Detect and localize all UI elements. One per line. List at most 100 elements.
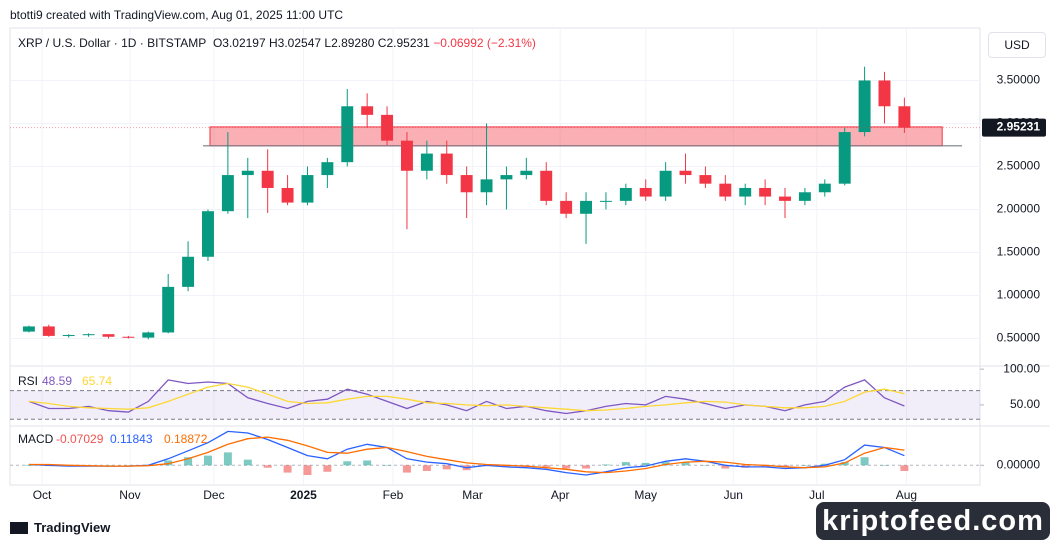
resistance-zone	[209, 126, 943, 147]
candle-body	[281, 187, 294, 203]
candle-body	[858, 80, 871, 133]
x-tick-label: Oct	[33, 488, 52, 502]
candle-body	[261, 170, 274, 188]
candle-body	[142, 332, 155, 338]
candle-body	[500, 175, 513, 180]
candle-body	[818, 183, 831, 193]
candle-body	[480, 179, 493, 193]
histogram-bar	[781, 465, 789, 467]
candle-body	[221, 175, 234, 212]
candle-body	[460, 175, 473, 193]
x-tick-label: Dec	[203, 488, 224, 502]
candle-body	[619, 187, 632, 201]
x-tick-label: Mar	[462, 488, 483, 502]
candle-body	[520, 170, 533, 176]
pane-value: -0.07029	[56, 432, 104, 446]
x-tick-label: Jul	[809, 488, 824, 502]
candle-body	[202, 211, 214, 257]
rsi-line	[28, 382, 905, 412]
candle-body	[400, 140, 413, 171]
histogram-bar	[601, 464, 610, 466]
y-tick-label: 1.50000	[997, 245, 1041, 259]
candle-body	[878, 80, 891, 107]
header: btotti9 created with TradingView.com, Au…	[10, 8, 344, 22]
x-tick-label: Jun	[724, 488, 743, 502]
histogram-bar	[502, 465, 511, 467]
y-tick-label: 0.50000	[997, 331, 1041, 345]
candle-body	[719, 183, 732, 197]
change: −0.06992 (−2.31%)	[433, 36, 536, 50]
candle-body	[699, 175, 712, 184]
y-tick-label: 1.00000	[997, 288, 1041, 302]
candle-body	[599, 200, 612, 202]
histogram-bar	[661, 462, 670, 466]
candle-body	[639, 187, 652, 197]
candle-body	[659, 170, 672, 197]
y-tick-label: 2.00000	[997, 202, 1041, 216]
histogram-bar	[363, 460, 372, 466]
histogram-bar	[880, 465, 889, 466]
candle-body	[440, 153, 453, 176]
candle-body	[102, 334, 115, 337]
footer: TradingView	[34, 520, 111, 535]
low: L2.89280	[324, 36, 375, 50]
candle-body	[82, 334, 95, 336]
pane-value: 0.11843	[110, 432, 153, 446]
close: C2.95231	[377, 36, 430, 50]
watermark: kriptofeed.com	[816, 502, 1050, 540]
candle-body	[798, 192, 811, 201]
histogram-bar	[701, 465, 710, 466]
histogram-bar	[323, 465, 332, 472]
candle-body	[759, 187, 772, 197]
candle-body	[361, 106, 374, 115]
histogram-bar	[223, 452, 232, 466]
pane-value: 48.59	[42, 374, 72, 388]
candle-body	[62, 335, 75, 337]
logo	[10, 522, 28, 534]
candle-body	[381, 114, 394, 141]
candle-body	[739, 187, 752, 197]
candle-body	[182, 256, 195, 287]
histogram-bar	[184, 457, 193, 466]
x-tick-label: Nov	[119, 488, 140, 502]
last-price-tag	[982, 118, 1046, 137]
candle-body	[321, 162, 334, 176]
histogram-bar	[860, 457, 869, 466]
x-tick-label: Apr	[551, 488, 570, 502]
histogram-bar	[582, 465, 591, 469]
macd-line	[28, 430, 905, 476]
histogram-bar	[283, 465, 292, 473]
pane-value: 0.18872	[164, 432, 208, 446]
y-tick-label: 100.00	[1003, 361, 1040, 375]
histogram-bar	[761, 465, 770, 467]
histogram-bar	[303, 465, 312, 475]
histogram-bar	[562, 465, 571, 469]
symbol: XRP / U.S. Dollar · 1D · BITSTAMP	[18, 36, 207, 50]
candle-body	[679, 170, 692, 176]
histogram-bar	[721, 465, 730, 469]
histogram-bar	[402, 465, 411, 473]
candle-body	[838, 132, 851, 184]
y-tick-label: 3.50000	[997, 73, 1041, 87]
histogram-bar	[641, 462, 650, 466]
histogram-bar	[442, 465, 451, 470]
histogram-bar	[24, 465, 33, 466]
currency-button[interactable]: USD	[988, 32, 1046, 58]
candle-body	[22, 326, 35, 332]
candle-body	[779, 196, 791, 201]
symbol-line: XRP / U.S. Dollar · 1D · BITSTAMP O3.021…	[18, 36, 536, 50]
candle-body	[540, 170, 553, 201]
histogram-bar	[243, 459, 252, 466]
candle-body	[122, 336, 135, 338]
candle-body	[241, 170, 254, 176]
histogram-bar	[681, 462, 690, 466]
candle-body	[420, 153, 433, 171]
y-tick-label: 2.50000	[997, 159, 1041, 173]
candle-body	[42, 326, 55, 336]
histogram-bar	[900, 465, 909, 471]
candle-body	[162, 286, 175, 333]
histogram-bar	[204, 455, 212, 466]
histogram-bar	[343, 461, 352, 466]
